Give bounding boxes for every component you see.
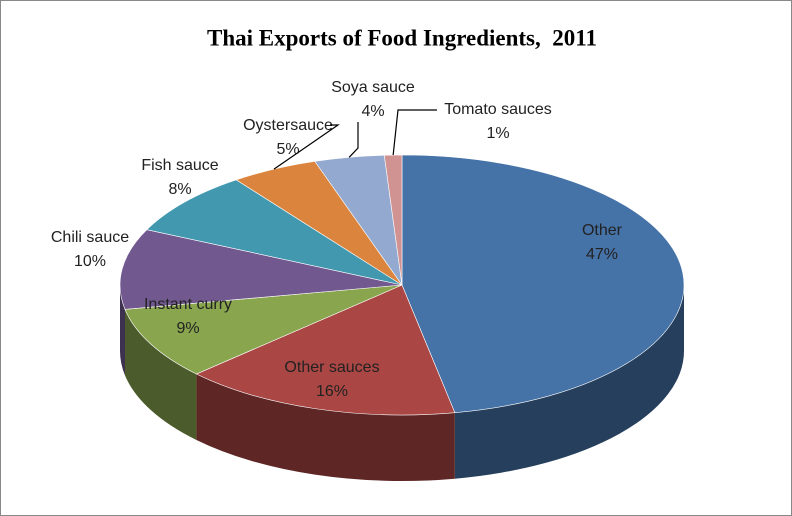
leader-line (392, 109, 437, 156)
slice-label: Fish sauce (141, 157, 218, 174)
slice-side (454, 285, 684, 479)
slice-value-label: 10% (74, 253, 106, 270)
slice-label: Chili sauce (51, 229, 129, 246)
slice-label: Other (582, 222, 623, 239)
slice (195, 284, 456, 416)
slice-side (124, 309, 197, 440)
slice-side (196, 373, 455, 482)
slice-label: Tomato sauces (444, 101, 552, 118)
slice-side (120, 285, 125, 376)
slice (401, 154, 685, 414)
slice-value-label: 1% (486, 125, 509, 142)
slice-value-label: 16% (316, 383, 348, 400)
chart-title: Thai Exports of Food Ingredients, 2011 (207, 25, 597, 50)
slice (383, 154, 403, 286)
leader-line (348, 122, 359, 158)
slice-label: Oystersauce (243, 117, 333, 134)
slice-value-label: 9% (176, 320, 199, 337)
slice-value-label: 5% (276, 141, 299, 158)
leader-line (273, 124, 340, 170)
slice-value-label: 8% (168, 181, 191, 198)
slice-label: Instant curry (144, 296, 232, 313)
slice-label: Soya sauce (331, 79, 415, 96)
slice (146, 179, 403, 286)
slice-value-label: 47% (586, 246, 618, 263)
slice-value-label: 4% (361, 103, 384, 120)
slice (124, 284, 403, 375)
slice (119, 229, 403, 310)
slice-label: Other sauces (284, 359, 379, 376)
